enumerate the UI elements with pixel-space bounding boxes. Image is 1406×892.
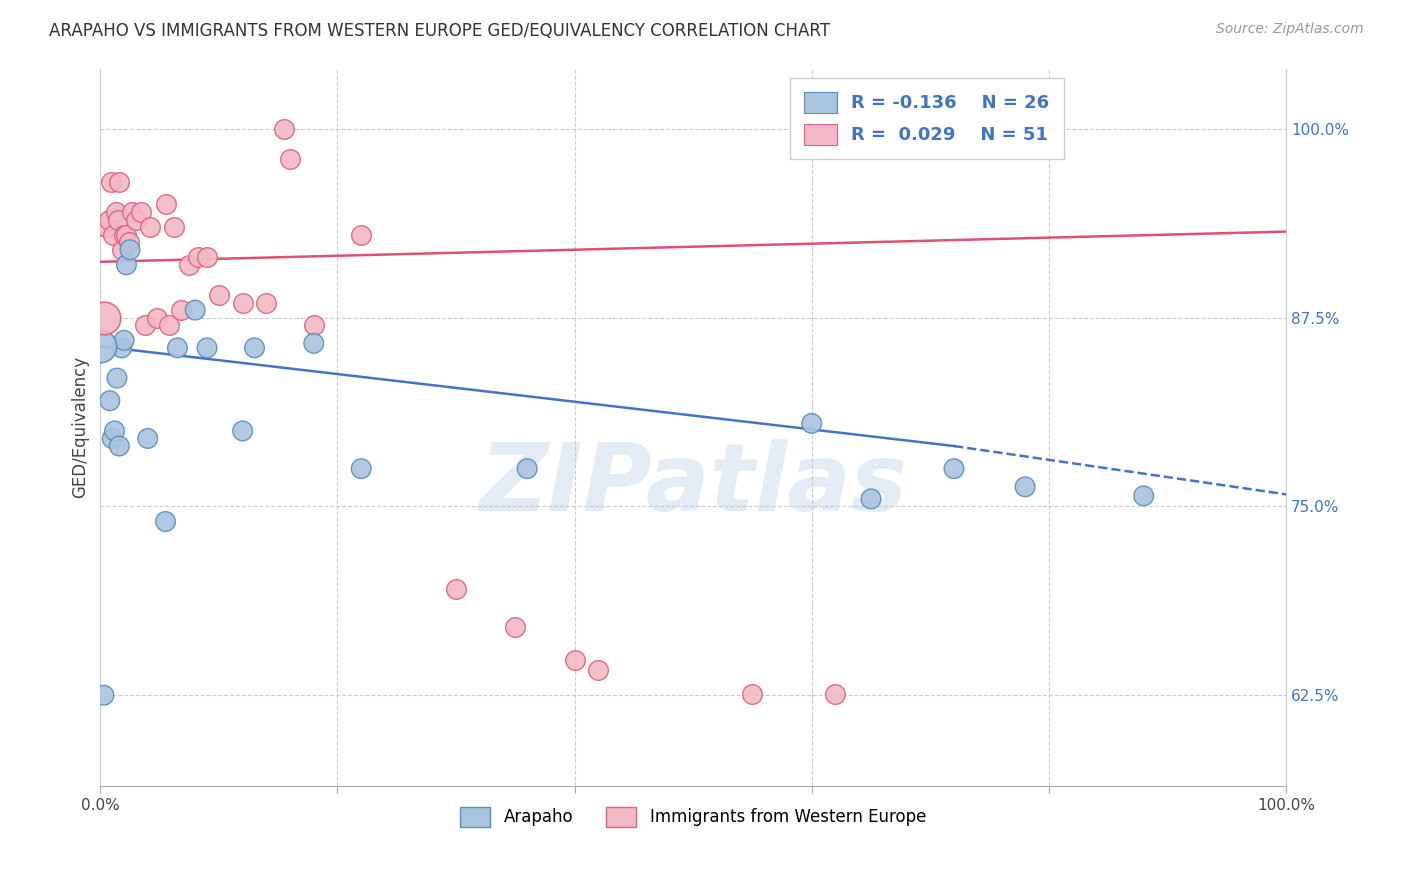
Point [112, 227, 135, 242]
Point [155, 515, 177, 529]
Point [195, 250, 218, 264]
Point [100, 175, 122, 189]
Point [243, 341, 266, 355]
Point [103, 227, 125, 242]
Point [564, 653, 586, 667]
Point [350, 227, 373, 242]
Point [1014, 480, 1036, 494]
Point [166, 341, 188, 355]
Point [302, 336, 325, 351]
Point [104, 205, 127, 219]
Point [89, 339, 111, 353]
Point [98, 393, 121, 408]
Point [115, 227, 138, 242]
Point [118, 235, 141, 249]
Point [105, 371, 128, 385]
Point [232, 424, 254, 438]
Point [278, 152, 301, 166]
Point [163, 220, 186, 235]
Point [824, 687, 846, 701]
Point [107, 212, 129, 227]
Legend: Arapaho, Immigrants from Western Europe: Arapaho, Immigrants from Western Europe [451, 799, 935, 835]
Point [115, 258, 138, 272]
Point [444, 582, 467, 597]
Point [111, 341, 134, 355]
Text: ARAPAHO VS IMMIGRANTS FROM WESTERN EUROPE GED/EQUIVALENCY CORRELATION CHART: ARAPAHO VS IMMIGRANTS FROM WESTERN EUROP… [49, 22, 830, 40]
Y-axis label: GED/Equivalency: GED/Equivalency [72, 356, 89, 499]
Point [516, 461, 538, 475]
Point [93, 688, 115, 702]
Point [101, 432, 124, 446]
Point [195, 341, 218, 355]
Point [179, 258, 201, 272]
Point [97, 212, 120, 227]
Point [800, 417, 823, 431]
Point [125, 212, 148, 227]
Point [96, 220, 118, 235]
Point [136, 432, 159, 446]
Point [112, 334, 135, 348]
Point [273, 122, 295, 136]
Point [134, 318, 156, 333]
Point [118, 243, 141, 257]
Point [505, 620, 527, 634]
Point [741, 687, 763, 701]
Point [155, 197, 177, 211]
Point [129, 205, 152, 219]
Point [108, 439, 131, 453]
Point [184, 303, 207, 318]
Point [1132, 489, 1154, 503]
Point [139, 220, 162, 235]
Point [208, 288, 231, 302]
Point [232, 295, 254, 310]
Point [111, 243, 134, 257]
Point [157, 318, 180, 333]
Point [254, 295, 277, 310]
Point [103, 424, 125, 438]
Point [943, 461, 966, 475]
Point [170, 303, 193, 318]
Point [350, 461, 373, 475]
Point [588, 663, 610, 677]
Point [121, 205, 143, 219]
Text: Source: ZipAtlas.com: Source: ZipAtlas.com [1216, 22, 1364, 37]
Point [187, 250, 209, 264]
Point [302, 318, 325, 333]
Point [108, 175, 131, 189]
Point [93, 310, 115, 325]
Text: ZIPatlas: ZIPatlas [479, 439, 907, 531]
Point [859, 491, 882, 506]
Point [146, 310, 169, 325]
